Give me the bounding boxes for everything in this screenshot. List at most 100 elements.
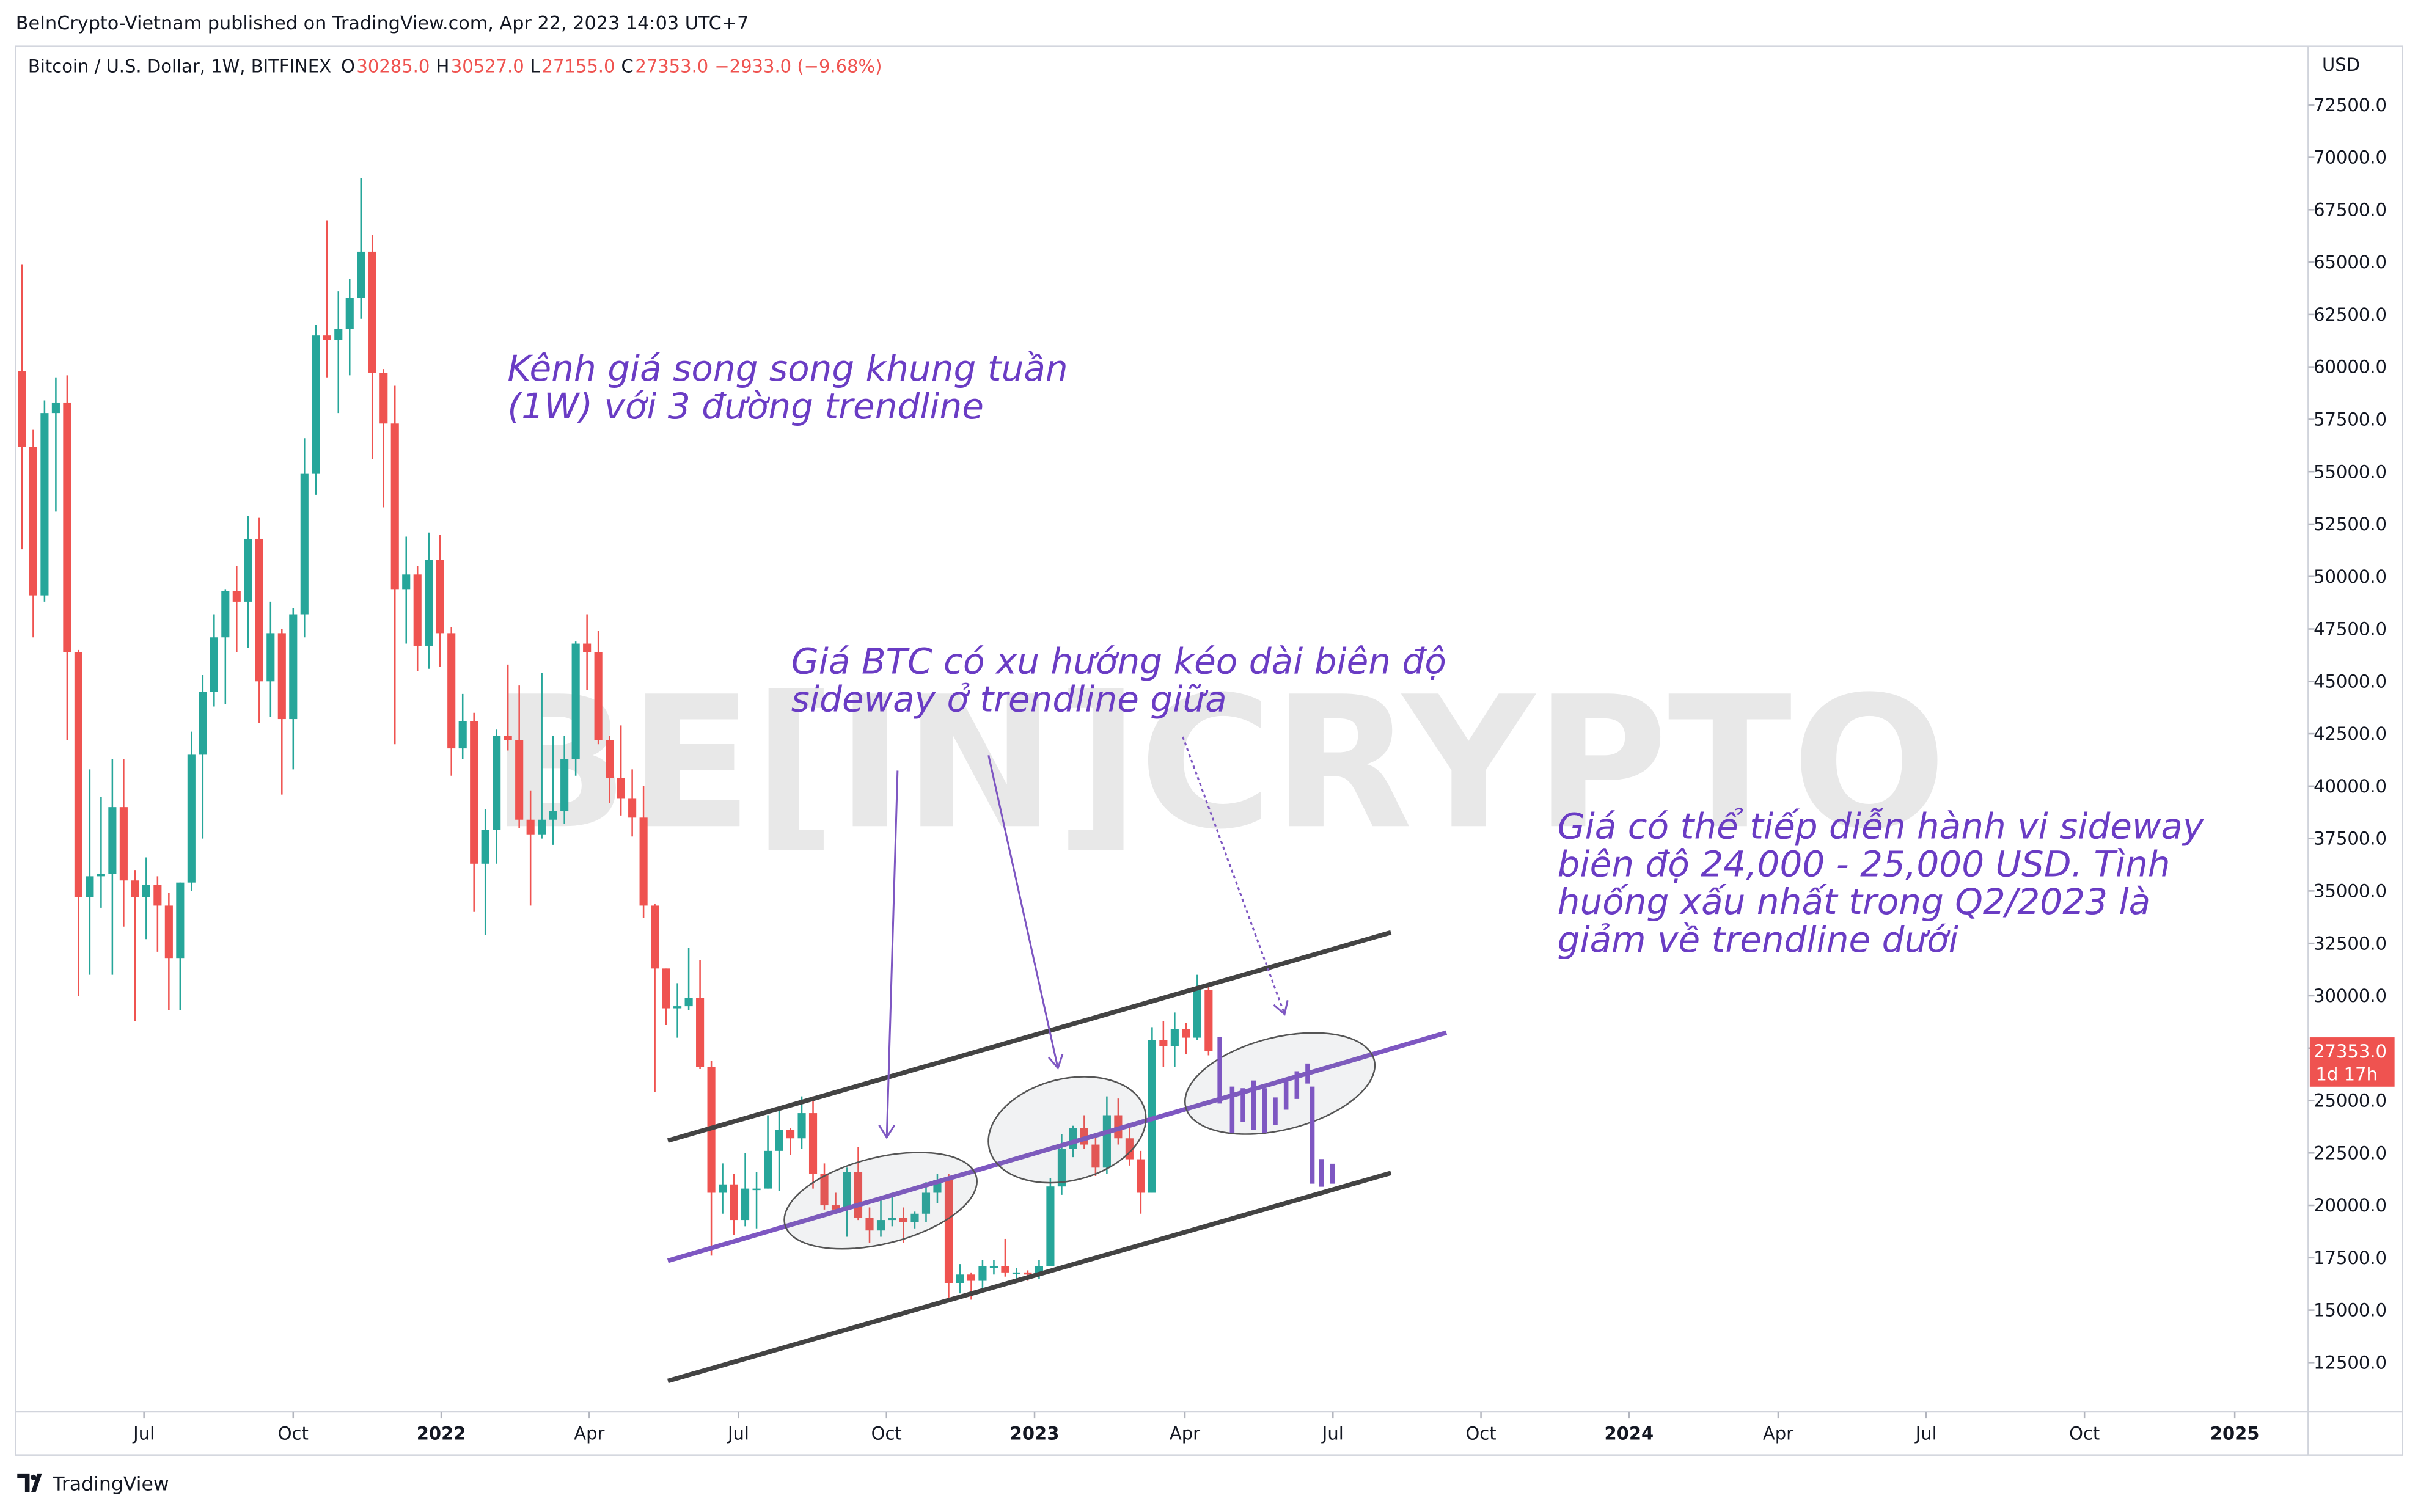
- candle-body: [639, 817, 648, 906]
- candle-body: [131, 880, 139, 897]
- candle-body: [187, 754, 196, 883]
- annotation: Kênh giá song song khung tuần (1W) với 3 …: [508, 348, 1068, 427]
- candle-body: [956, 1274, 964, 1284]
- arrow: [878, 770, 899, 1139]
- x-tick-label: Oct: [871, 1423, 902, 1444]
- candle-body: [108, 807, 117, 874]
- annotation-line: Kênh giá song song khung tuần: [508, 348, 1068, 389]
- candle-body: [40, 413, 49, 596]
- y-tick-label: 42500.0: [2314, 723, 2387, 744]
- candle-body: [74, 652, 82, 897]
- candle-body: [583, 643, 592, 652]
- candle-body: [571, 643, 580, 759]
- candle-body: [493, 736, 501, 830]
- y-tick-label: 12500.0: [2314, 1352, 2387, 1373]
- y-tick-label: 20000.0: [2314, 1195, 2387, 1216]
- candle-body: [277, 633, 286, 720]
- candle-body: [696, 998, 705, 1067]
- candle-body: [1193, 990, 1201, 1038]
- candle-body: [345, 298, 354, 329]
- candle-body: [628, 798, 637, 818]
- candle-body: [402, 574, 411, 590]
- middle-trendline: [667, 1030, 1448, 1263]
- annotations: Kênh giá song song khung tuần (1W) với 3 …: [508, 348, 2204, 960]
- x-tick-label: 2025: [2210, 1423, 2260, 1444]
- legend-change: −2933.0 (−9.68%): [714, 56, 882, 77]
- candle-body: [820, 1174, 829, 1206]
- candle-body: [289, 614, 298, 720]
- candle-body: [1091, 1144, 1100, 1168]
- candle-body: [458, 721, 467, 749]
- y-tick-label: 65000.0: [2314, 252, 2387, 272]
- currency: USD: [2322, 54, 2360, 75]
- legend-key: H: [436, 56, 449, 77]
- candle-body: [910, 1213, 919, 1222]
- last-price: 27353.0: [2314, 1041, 2387, 1062]
- y-tick-label: 40000.0: [2314, 776, 2387, 797]
- ellipse: [783, 1152, 978, 1250]
- candle-body: [199, 692, 207, 755]
- candle-body: [379, 373, 388, 424]
- x-tick-label: Jul: [1321, 1423, 1344, 1444]
- candle-body: [538, 819, 546, 835]
- y-tick-label: 60000.0: [2314, 357, 2387, 378]
- candle-body: [29, 447, 37, 596]
- candle-body: [481, 830, 489, 864]
- candle-body: [730, 1184, 738, 1221]
- candle-body: [86, 876, 94, 897]
- candle-body: [763, 1150, 772, 1189]
- candle-body: [831, 1205, 840, 1210]
- candle-body: [606, 740, 614, 778]
- annotation: Giá có thể tiếp diễn hành vi sideway biên…: [1558, 805, 2204, 960]
- annotation-line: biên độ 24,000 - 25,000 USD. Tình: [1558, 843, 2171, 885]
- drawings: [667, 736, 1448, 1384]
- candle-body: [221, 591, 230, 638]
- candle-body: [18, 371, 26, 447]
- candle-body: [1001, 1266, 1009, 1273]
- legend-value: 27353.0: [635, 56, 708, 77]
- y-tick-label: 25000.0: [2314, 1090, 2387, 1111]
- candle-body: [1057, 1149, 1066, 1187]
- footer: TradingView: [17, 1474, 169, 1496]
- candle-body: [447, 633, 456, 749]
- candle-body: [673, 1006, 682, 1009]
- candle-body: [119, 807, 128, 881]
- candle-body: [97, 874, 105, 877]
- x-tick-label: 2024: [1604, 1423, 1654, 1444]
- candle-body: [255, 538, 263, 682]
- annotation-line: Giá BTC có xu hướng kéo dài biên độ: [791, 641, 1446, 682]
- candle-body: [1012, 1272, 1020, 1274]
- lower-trendline: [667, 1171, 1392, 1384]
- publisher-line: BeInCrypto-Vietnam published on TradingV…: [16, 13, 749, 34]
- legend-value: 27155.0: [542, 56, 615, 77]
- candle-body: [1159, 1040, 1168, 1046]
- y-tick-label: 17500.0: [2314, 1247, 2387, 1268]
- symbol: Bitcoin / U.S. Dollar, 1W, BITFINEX: [28, 56, 331, 77]
- candle-body: [504, 736, 512, 740]
- x-tick-label: Oct: [278, 1423, 309, 1444]
- countdown: 1d 17h: [2316, 1064, 2378, 1085]
- y-tick-label: 22500.0: [2314, 1142, 2387, 1163]
- candle-body: [921, 1192, 931, 1214]
- candle-body: [865, 1218, 874, 1231]
- candle-body: [786, 1130, 795, 1139]
- brand: TradingView: [52, 1474, 169, 1496]
- candle-body: [153, 885, 162, 906]
- chart-frame: [15, 45, 2403, 1456]
- candle-body: [719, 1184, 727, 1193]
- y-tick-label: 72500.0: [2314, 95, 2387, 115]
- candle-body: [876, 1220, 885, 1231]
- arrows: [878, 736, 1289, 1139]
- legend-key: L: [530, 56, 540, 77]
- candle-body: [1182, 1029, 1190, 1038]
- annotation: Giá BTC có xu hướng kéo dài biên độ sidew…: [791, 641, 1446, 720]
- candle-body: [526, 819, 535, 835]
- candle-body: [651, 905, 659, 969]
- annotation-line: (1W) với 3 đường trendline: [508, 385, 984, 427]
- candle-body: [662, 968, 670, 1009]
- candle-body: [1024, 1272, 1032, 1275]
- candle-body: [1204, 990, 1213, 1051]
